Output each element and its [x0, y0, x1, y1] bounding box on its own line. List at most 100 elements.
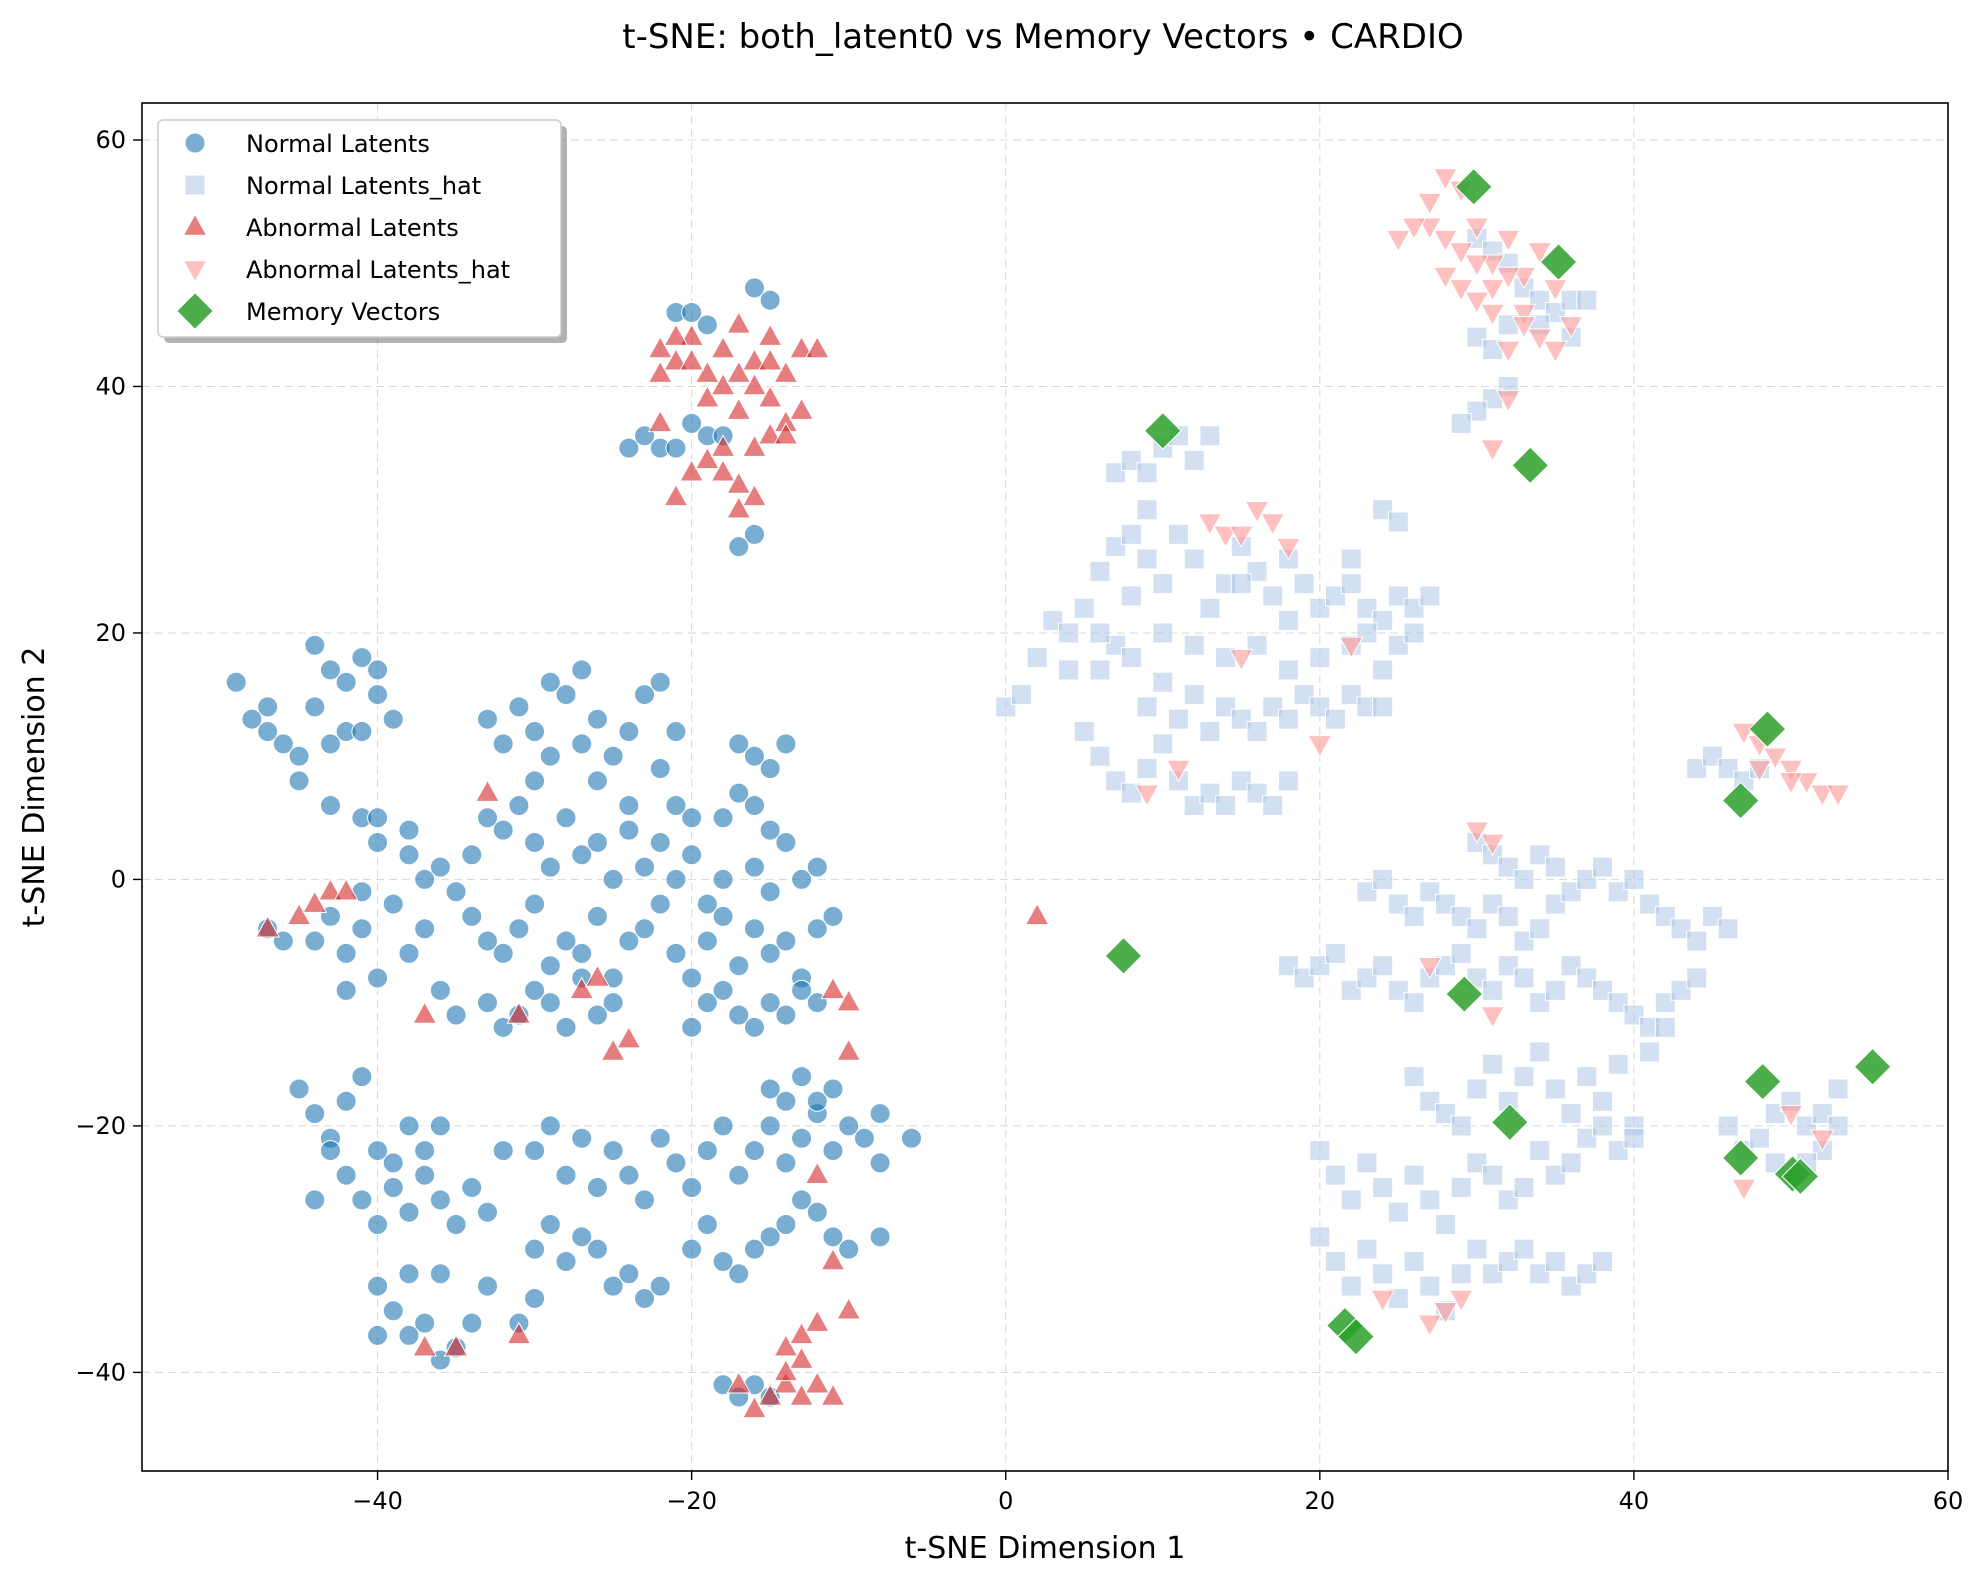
data-point — [382, 708, 404, 730]
data-point — [1511, 266, 1537, 290]
data-point — [665, 721, 687, 743]
data-point — [696, 1214, 718, 1236]
data-point — [696, 1140, 718, 1162]
data-point — [443, 1334, 469, 1357]
y-tick-label: −40 — [75, 1358, 126, 1386]
data-point — [1544, 856, 1566, 878]
data-point — [1464, 291, 1490, 314]
data-point — [461, 1312, 483, 1334]
data-point — [681, 807, 703, 829]
data-point — [1136, 758, 1158, 780]
data-point — [1372, 955, 1394, 977]
data-point — [1277, 770, 1299, 792]
data-point — [869, 1226, 891, 1248]
data-point — [272, 733, 294, 755]
series-abnormal-latents — [255, 311, 1050, 1419]
data-point — [414, 1164, 436, 1186]
data-point — [1387, 634, 1409, 656]
data-point — [1513, 1066, 1535, 1088]
data-point — [647, 335, 673, 359]
data-point — [663, 323, 689, 346]
data-point — [1749, 1127, 1771, 1149]
data-point — [1445, 975, 1484, 1013]
data-point — [1527, 242, 1553, 265]
data-point — [398, 1324, 420, 1346]
data-point — [351, 1066, 373, 1088]
data-point — [367, 684, 389, 706]
data-point — [1246, 721, 1268, 743]
data-point — [1544, 979, 1566, 1001]
data-point — [382, 1300, 404, 1322]
data-point — [775, 1214, 797, 1236]
data-point — [775, 1152, 797, 1174]
data-point — [1183, 634, 1205, 656]
data-point — [1403, 992, 1425, 1014]
data-point — [367, 659, 389, 681]
data-point — [1340, 1189, 1362, 1211]
data-point — [1309, 955, 1331, 977]
x-tick-label: 60 — [1933, 1487, 1964, 1515]
data-point — [1120, 523, 1142, 545]
data-point — [1701, 745, 1723, 767]
data-point — [1529, 1263, 1551, 1285]
data-point — [476, 1201, 498, 1223]
data-point — [492, 819, 514, 841]
data-point — [286, 902, 312, 926]
data-point — [728, 733, 750, 755]
data-point — [1419, 585, 1441, 607]
data-point — [649, 831, 671, 853]
data-point — [508, 696, 530, 718]
data-point — [1387, 585, 1409, 607]
data-point — [728, 1263, 750, 1285]
data-point — [524, 770, 546, 792]
data-point — [586, 708, 608, 730]
data-point — [304, 1189, 326, 1211]
data-point — [1183, 684, 1205, 706]
data-point — [571, 942, 593, 964]
data-point — [712, 1250, 734, 1272]
data-point — [726, 471, 752, 494]
data-point — [524, 893, 546, 915]
data-point — [1701, 905, 1723, 927]
data-point — [1497, 856, 1519, 878]
data-point — [1717, 758, 1739, 780]
data-point — [1433, 1302, 1458, 1325]
data-point — [773, 1334, 799, 1357]
data-point — [1024, 902, 1050, 926]
data-point — [743, 794, 765, 816]
data-point — [304, 930, 326, 952]
data-point — [618, 721, 640, 743]
data-point — [743, 1016, 765, 1038]
data-point — [1199, 721, 1221, 743]
data-point — [539, 1214, 561, 1236]
data-point — [1277, 955, 1299, 977]
data-point — [1811, 1103, 1833, 1125]
data-point — [1482, 1164, 1504, 1186]
data-point — [618, 437, 640, 459]
data-point — [1372, 1177, 1394, 1199]
data-point — [1089, 560, 1111, 582]
data-point — [806, 856, 828, 878]
data-point — [791, 1127, 813, 1149]
data-point — [1403, 905, 1425, 927]
data-point — [1450, 1115, 1472, 1137]
data-point — [679, 459, 705, 482]
data-point — [710, 372, 736, 396]
data-point — [524, 721, 546, 743]
data-point — [1434, 893, 1456, 915]
data-point — [492, 733, 514, 755]
data-point — [1495, 340, 1521, 364]
data-point — [789, 1321, 814, 1345]
data-point — [1748, 710, 1787, 748]
legend-label: Memory Vectors — [246, 298, 440, 326]
data-point — [634, 684, 656, 706]
data-point — [1134, 784, 1160, 807]
data-point — [1450, 1263, 1472, 1285]
data-point — [726, 1371, 752, 1394]
data-point — [789, 1383, 814, 1406]
data-point — [539, 745, 561, 767]
data-point — [1639, 1041, 1661, 1063]
data-point — [649, 671, 671, 693]
data-point — [789, 1346, 814, 1369]
data-point — [616, 1025, 642, 1049]
